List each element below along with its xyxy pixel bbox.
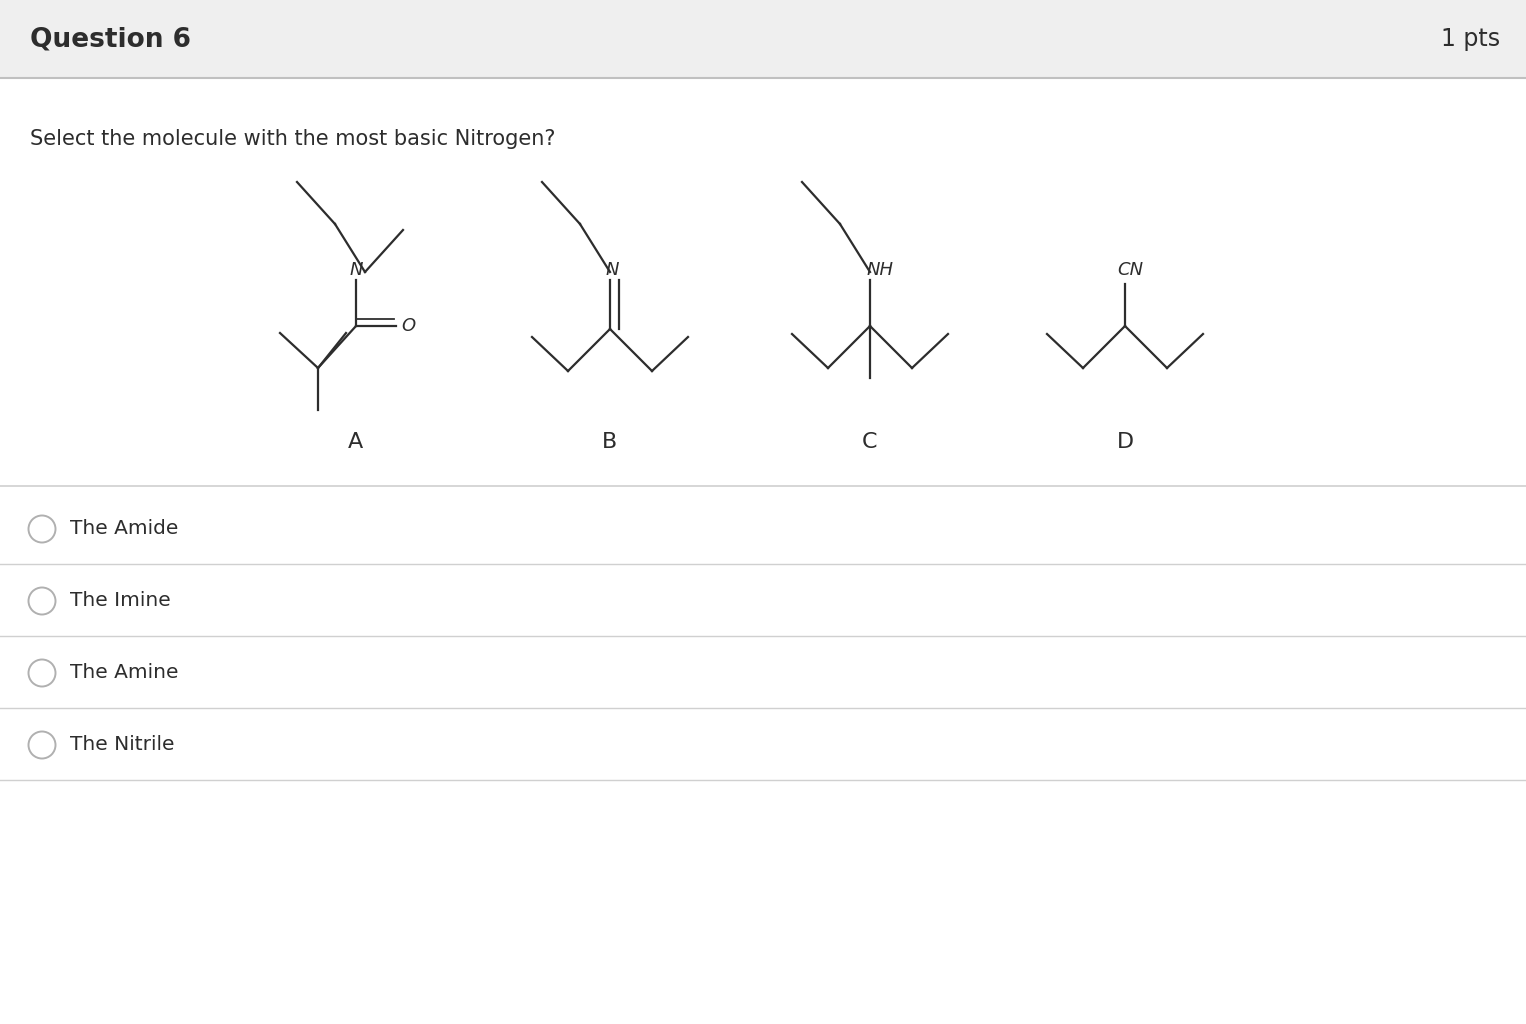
Text: The Amide: The Amide [70, 519, 179, 539]
Text: The Nitrile: The Nitrile [70, 735, 174, 755]
Text: O: O [401, 317, 415, 335]
Text: Question 6: Question 6 [31, 26, 191, 52]
Text: The Amine: The Amine [70, 664, 179, 683]
FancyBboxPatch shape [0, 0, 1526, 78]
Text: B: B [603, 432, 618, 452]
Text: N: N [606, 261, 618, 279]
Text: The Imine: The Imine [70, 592, 171, 610]
Text: D: D [1117, 432, 1134, 452]
Text: A: A [348, 432, 363, 452]
Text: 1 pts: 1 pts [1441, 27, 1500, 51]
Text: N: N [349, 261, 363, 279]
Text: CN: CN [1117, 261, 1143, 279]
Text: C: C [862, 432, 877, 452]
Text: Select the molecule with the most basic Nitrogen?: Select the molecule with the most basic … [31, 129, 555, 150]
Text: NH: NH [867, 261, 894, 279]
